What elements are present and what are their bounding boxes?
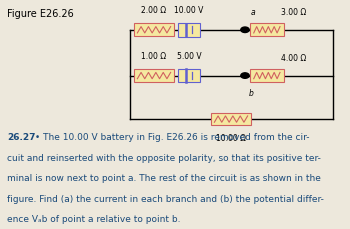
Text: figure. Find (a) the current in each branch and (b) the potential differ-: figure. Find (a) the current in each bra… (7, 195, 324, 204)
Text: 5.00 V: 5.00 V (177, 52, 201, 61)
Text: ence Vₐb of point a relative to point b.: ence Vₐb of point a relative to point b. (7, 215, 181, 224)
Text: minal is now next to point a. The rest of the circuit is as shown in the: minal is now next to point a. The rest o… (7, 174, 321, 183)
Bar (211, 113, 251, 125)
Bar (177, 69, 200, 82)
Text: • The 10.00 V battery in Fig. E26.26 is removed from the cir-: • The 10.00 V battery in Fig. E26.26 is … (32, 133, 310, 142)
Text: 10.00 Ω: 10.00 Ω (216, 134, 246, 143)
Text: a: a (250, 8, 255, 17)
Text: 26.27: 26.27 (7, 133, 35, 142)
Bar (250, 69, 284, 82)
Circle shape (241, 73, 249, 78)
Text: 10.00 V: 10.00 V (174, 6, 204, 15)
Circle shape (241, 27, 249, 33)
Bar (250, 24, 284, 36)
Bar (134, 24, 174, 36)
Text: 2.00 Ω: 2.00 Ω (141, 6, 167, 15)
Text: Figure E26.26: Figure E26.26 (7, 9, 74, 19)
Text: b: b (249, 89, 254, 98)
Text: 3.00 Ω: 3.00 Ω (281, 8, 306, 17)
Text: 4.00 Ω: 4.00 Ω (281, 54, 306, 63)
Text: cuit and reinserted with the opposite polarity, so that its positive ter-: cuit and reinserted with the opposite po… (7, 153, 321, 163)
Bar (177, 23, 200, 37)
Bar (134, 69, 174, 82)
Text: 1.00 Ω: 1.00 Ω (141, 52, 167, 61)
